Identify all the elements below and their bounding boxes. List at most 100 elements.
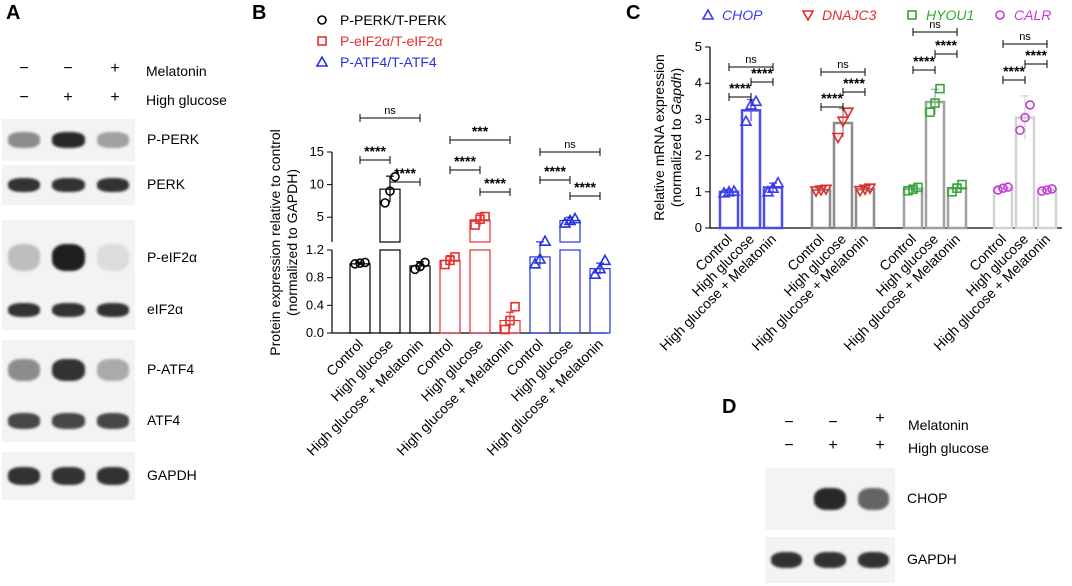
data-point bbox=[993, 185, 1003, 195]
data-point bbox=[588, 267, 602, 280]
bar bbox=[559, 249, 581, 334]
panel-label-d: D bbox=[722, 396, 737, 418]
high-glucose-label: High glucose bbox=[908, 440, 989, 456]
significance-label: **** bbox=[574, 179, 596, 195]
data-point bbox=[568, 211, 582, 224]
data-point bbox=[913, 182, 923, 193]
legend-marker bbox=[317, 36, 327, 46]
blot-band bbox=[814, 551, 846, 569]
blot-band bbox=[52, 413, 85, 429]
legend-label: P-eIF2α/T-eIF2α bbox=[340, 33, 443, 49]
data-point bbox=[500, 324, 510, 335]
data-point bbox=[766, 181, 780, 193]
data-point bbox=[1020, 112, 1030, 123]
melatonin-sign: − bbox=[828, 414, 838, 431]
melatonin-sign: + bbox=[875, 410, 885, 427]
significance-label: ns bbox=[384, 105, 396, 117]
significance-label: **** bbox=[729, 80, 751, 96]
blot-strip bbox=[765, 537, 895, 583]
data-point bbox=[450, 252, 460, 262]
high-glucose-sign: + bbox=[63, 89, 73, 106]
blot-label: ATF4 bbox=[147, 412, 181, 428]
blot-band bbox=[96, 413, 129, 429]
data-point bbox=[749, 94, 763, 107]
data-point bbox=[908, 184, 918, 195]
blot-band bbox=[857, 487, 889, 511]
significance-label: **** bbox=[544, 163, 566, 179]
data-point bbox=[558, 216, 572, 228]
data-point bbox=[360, 257, 370, 268]
significance-label: **** bbox=[1025, 47, 1047, 63]
blot-band bbox=[8, 132, 41, 148]
panel-label-a: A bbox=[6, 2, 21, 24]
significance-label: **** bbox=[935, 37, 957, 53]
blot-band bbox=[96, 467, 129, 485]
blot-band bbox=[52, 132, 85, 148]
significance-label: ns bbox=[929, 19, 941, 31]
blot-band bbox=[771, 551, 803, 569]
y-tick-label: 3 bbox=[695, 111, 702, 126]
significance-label: **** bbox=[913, 53, 935, 69]
blot-strip bbox=[2, 165, 135, 205]
y-tick-label: 0.8 bbox=[306, 270, 324, 285]
data-point bbox=[355, 258, 365, 268]
bar bbox=[409, 265, 431, 334]
y-tick-label: 5 bbox=[317, 209, 324, 224]
bar bbox=[946, 186, 968, 230]
significance-label: ns bbox=[1019, 31, 1031, 43]
legend-marker bbox=[907, 10, 917, 20]
blot-label: GAPDH bbox=[147, 467, 197, 483]
blot-band bbox=[52, 359, 85, 381]
legend-marker bbox=[801, 10, 815, 22]
data-point bbox=[1003, 182, 1013, 192]
y-axis-label: Protein expression relative to control(n… bbox=[267, 129, 300, 355]
blot-label: P-ATF4 bbox=[147, 361, 195, 377]
bar bbox=[349, 263, 371, 334]
data-point bbox=[350, 259, 360, 269]
blot-strip bbox=[2, 220, 135, 295]
y-tick-label: 0.0 bbox=[306, 325, 324, 340]
y-tick-label: 0 bbox=[695, 220, 702, 235]
blot-strip bbox=[2, 290, 135, 330]
significance-label: ns bbox=[564, 139, 576, 151]
data-point bbox=[1047, 184, 1057, 194]
blot-band bbox=[8, 359, 41, 381]
significance-label: **** bbox=[454, 153, 476, 169]
blot-band bbox=[96, 244, 129, 271]
blot-band bbox=[8, 302, 41, 318]
chart-c: CHOP DNAJC3 HYOU1 CALR 0 1 2 3 4 5 Relative mRNA e… bbox=[651, 7, 1062, 354]
data-point bbox=[957, 179, 967, 190]
data-point bbox=[598, 253, 612, 266]
blot-label: P-eIF2α bbox=[147, 248, 198, 265]
blot-label: P-PERK bbox=[147, 131, 200, 147]
blot-band bbox=[96, 177, 129, 193]
bar bbox=[740, 109, 762, 230]
significance-label: **** bbox=[843, 75, 865, 91]
bar bbox=[379, 249, 401, 334]
y-tick-label: 4 bbox=[695, 75, 702, 90]
y-axis-label: Relative mRNA expression(normalized to G… bbox=[651, 54, 684, 221]
data-point bbox=[744, 98, 758, 110]
melatonin-sign: − bbox=[19, 60, 29, 77]
blot-strip bbox=[2, 340, 135, 400]
data-point bbox=[727, 184, 741, 196]
high-glucose-sign: − bbox=[784, 437, 794, 454]
blot-band bbox=[52, 244, 85, 271]
blot-band bbox=[771, 488, 802, 510]
data-point bbox=[739, 114, 753, 127]
data-point bbox=[1025, 100, 1035, 110]
panel-label-b: B bbox=[252, 2, 267, 24]
melatonin-label: Melatonin bbox=[908, 417, 969, 433]
legend-label: P-PERK/T-PERK bbox=[340, 12, 447, 28]
blot-band bbox=[8, 467, 41, 485]
melatonin-label: Melatonin bbox=[146, 63, 207, 79]
blot-label: CHOP bbox=[907, 490, 948, 506]
blot-strip bbox=[2, 452, 135, 500]
significance-label: **** bbox=[1003, 63, 1025, 79]
blot-band bbox=[96, 359, 129, 381]
y-tick-label: 15 bbox=[310, 144, 324, 159]
data-point bbox=[470, 220, 480, 230]
data-point bbox=[1042, 185, 1052, 195]
y-tick-label: 0.4 bbox=[306, 297, 324, 312]
y-tick-label: 10 bbox=[310, 177, 324, 192]
